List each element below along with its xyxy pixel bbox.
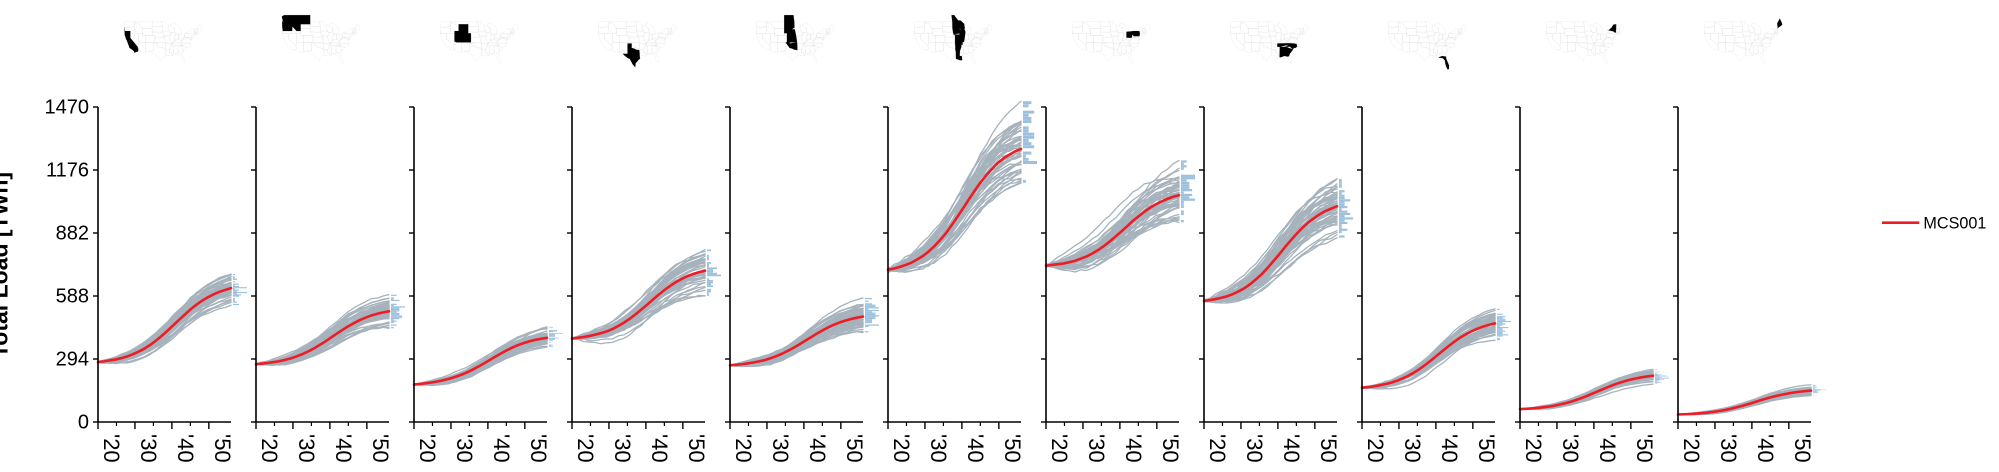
svg-text:'40: '40 [1595, 434, 1620, 463]
svg-text:'20: '20 [415, 434, 440, 463]
svg-text:'30: '30 [1242, 434, 1267, 463]
svg-text:'30: '30 [452, 434, 477, 463]
svg-text:'30: '30 [294, 434, 319, 463]
svg-text:'40: '40 [489, 434, 514, 463]
svg-text:'50: '50 [1474, 434, 1499, 463]
svg-text:'50: '50 [210, 434, 235, 463]
svg-text:'20: '20 [1205, 434, 1230, 463]
svg-text:'30: '30 [1716, 434, 1741, 463]
svg-text:588: 588 [56, 286, 89, 308]
svg-text:'20: '20 [573, 434, 598, 463]
svg-text:882: 882 [56, 223, 89, 245]
svg-text:'20: '20 [889, 434, 914, 463]
svg-text:'30: '30 [136, 434, 161, 463]
svg-text:'40: '40 [1121, 434, 1146, 463]
svg-text:'50: '50 [1158, 434, 1183, 463]
svg-text:'50: '50 [842, 434, 867, 463]
svg-text:MCS001: MCS001 [1923, 215, 1986, 233]
svg-text:'30: '30 [1558, 434, 1583, 463]
svg-text:'30: '30 [1400, 434, 1425, 463]
svg-text:'50: '50 [1632, 434, 1657, 463]
svg-text:'40: '40 [173, 434, 198, 463]
svg-text:'30: '30 [926, 434, 951, 463]
svg-text:'20: '20 [257, 434, 282, 463]
svg-text:'20: '20 [99, 434, 124, 463]
svg-text:'50: '50 [368, 434, 393, 463]
svg-text:'40: '40 [805, 434, 830, 463]
svg-text:1470: 1470 [45, 97, 90, 119]
svg-text:'50: '50 [1316, 434, 1341, 463]
svg-text:'40: '40 [963, 434, 988, 463]
svg-text:'30: '30 [1084, 434, 1109, 463]
svg-text:'50: '50 [1000, 434, 1025, 463]
svg-text:'50: '50 [1790, 434, 1815, 463]
svg-text:0: 0 [78, 412, 89, 434]
svg-text:'40: '40 [331, 434, 356, 463]
svg-text:294: 294 [56, 349, 89, 371]
svg-text:'30: '30 [768, 434, 793, 463]
svg-text:'20: '20 [1047, 434, 1072, 463]
svg-text:'20: '20 [1521, 434, 1546, 463]
svg-text:'40: '40 [1437, 434, 1462, 463]
svg-text:'20: '20 [1679, 434, 1704, 463]
svg-text:'30: '30 [610, 434, 635, 463]
svg-text:'20: '20 [1363, 434, 1388, 463]
svg-text:'50: '50 [526, 434, 551, 463]
svg-text:1176: 1176 [46, 160, 89, 182]
svg-text:'40: '40 [647, 434, 672, 463]
svg-text:'50: '50 [684, 434, 709, 463]
svg-text:'40: '40 [1753, 434, 1778, 463]
svg-text:'40: '40 [1279, 434, 1304, 463]
svg-text:'20: '20 [731, 434, 756, 463]
